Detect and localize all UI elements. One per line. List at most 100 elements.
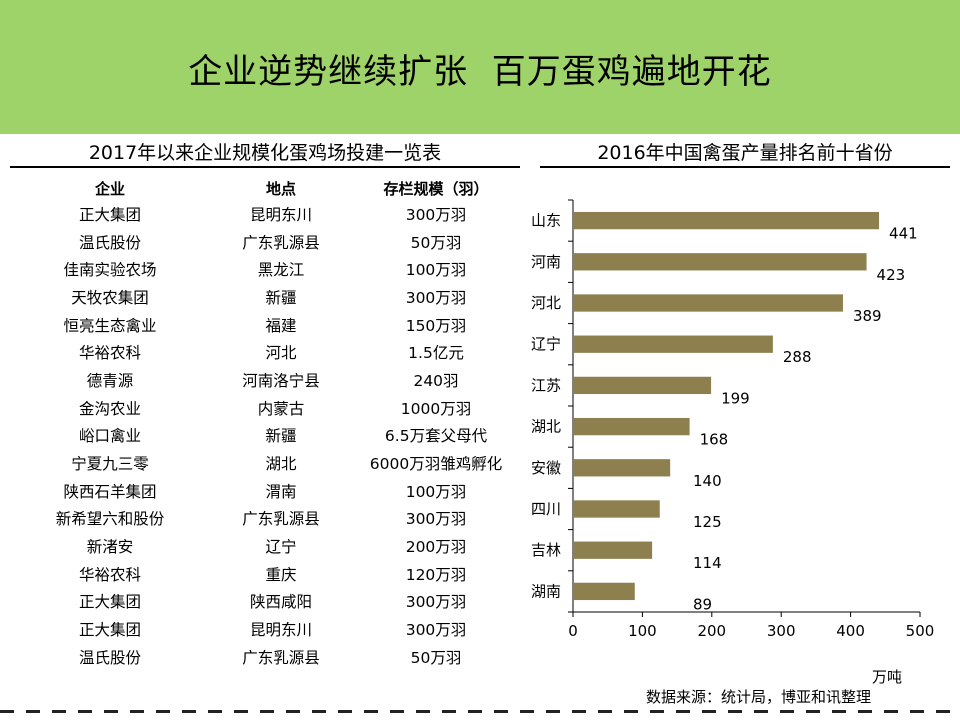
bar	[573, 459, 671, 477]
table-row: 新希望六和股份 广东乳源县 300万羽	[10, 505, 520, 533]
table-body: 正大集团 昆明东川 300万羽 温氏股份 广东乳源县 50万羽 佳南实验农场 黑龙江 100万羽…	[10, 200, 520, 671]
cell-scale: 50万羽	[410, 233, 462, 252]
bar	[573, 294, 843, 312]
value-label: 199	[721, 389, 750, 407]
x-tick-label: 300	[767, 622, 796, 640]
cell-scale: 300万羽	[405, 288, 467, 307]
bar	[573, 500, 660, 518]
cell-scale: 100万羽	[405, 261, 467, 280]
table-row: 华裕农科 重庆 120万羽	[10, 560, 520, 588]
cell-scale: 6.5万套父母代	[384, 427, 488, 446]
table-title-rule	[10, 166, 520, 168]
table-row: 金沟农业 内蒙古 1000万羽	[10, 394, 520, 422]
table-row: 正大集团 昆明东川 300万羽	[10, 200, 520, 228]
category-label: 河南	[531, 253, 561, 271]
cell-location: 广东乳源县	[242, 233, 320, 252]
footer-dashed-line	[0, 710, 960, 713]
data-source-note: 数据来源：统计局，博亚和讯整理	[646, 688, 872, 706]
category-label: 安徽	[531, 459, 561, 477]
category-label: 吉林	[531, 541, 561, 559]
category-label: 湖南	[531, 582, 561, 600]
value-label: 125	[693, 513, 722, 531]
cell-location: 新疆	[265, 427, 297, 446]
cell-enterprise: 德青源	[86, 371, 134, 390]
cell-enterprise: 正大集团	[78, 621, 141, 640]
value-label: 168	[700, 431, 729, 449]
value-label: 441	[889, 225, 918, 243]
cell-location: 福建	[265, 316, 297, 335]
cell-enterprise: 华裕农科	[78, 565, 141, 584]
cell-location: 陕西咸阳	[249, 593, 312, 612]
table-row: 德青源 河南洛宁县 240羽	[10, 366, 520, 394]
bar	[573, 211, 880, 230]
cell-location: 昆明东川	[249, 205, 312, 224]
cell-location: 湖北	[265, 455, 297, 474]
cell-scale: 6000万羽雏鸡孵化	[369, 455, 503, 474]
cell-enterprise: 温氏股份	[78, 233, 141, 252]
bar	[573, 582, 635, 601]
bar	[573, 253, 867, 271]
cell-enterprise: 恒亮生态禽业	[63, 316, 157, 335]
enterprise-table: 企业 地点 存栏规模（羽） 正大集团 昆明东川 300万羽 温氏股份 广东乳源县 50万羽…	[10, 176, 520, 671]
cell-location: 内蒙古	[257, 399, 305, 418]
table-row: 陕西石羊集团 渭南 100万羽	[10, 477, 520, 505]
table-row: 正大集团 陕西咸阳 300万羽	[10, 588, 520, 616]
category-label: 湖北	[531, 418, 561, 436]
cell-enterprise: 正大集团	[78, 205, 141, 224]
cell-scale: 150万羽	[405, 316, 467, 335]
cell-scale: 300万羽	[405, 621, 467, 640]
category-label: 江苏	[531, 376, 561, 394]
x-tick-label: 200	[697, 622, 726, 640]
bar	[573, 335, 773, 353]
cell-location: 黑龙江	[257, 261, 305, 280]
column-header-location: 地点	[265, 179, 296, 198]
cell-enterprise: 华裕农科	[78, 344, 141, 363]
value-label: 114	[693, 554, 722, 572]
cell-location: 渭南	[265, 482, 297, 501]
chart-title: 2016年中国禽蛋产量排名前十省份	[597, 142, 893, 164]
table-row: 佳南实验农场 黑龙江 100万羽	[10, 255, 520, 283]
cell-location: 广东乳源县	[242, 648, 320, 667]
page-title: 企业逆势继续扩张 百万蛋鸡遍地开花	[188, 52, 772, 92]
cell-enterprise: 新渚安	[86, 538, 134, 557]
cell-location: 辽宁	[265, 538, 297, 557]
table-title: 2017年以来企业规模化蛋鸡场投建一览表	[88, 142, 442, 164]
cell-enterprise: 宁夏九三零	[71, 455, 149, 474]
value-label: 89	[693, 595, 712, 613]
egg-production-bar-chart: 0 100 200 300 400 500 山东 441 河南 423 河北 389 辽宁 288 江苏 19…	[531, 199, 935, 640]
table-row: 华裕农科 河北 1.5亿元	[10, 338, 520, 366]
category-label: 四川	[531, 500, 561, 518]
table-row: 宁夏九三零 湖北 6000万羽雏鸡孵化	[10, 449, 520, 477]
cell-location: 新疆	[265, 288, 297, 307]
table-row: 温氏股份 广东乳源县 50万羽	[10, 643, 520, 671]
x-tick-label: 0	[568, 622, 578, 640]
cell-location: 广东乳源县	[242, 510, 320, 529]
x-axis-unit-label: 万吨	[872, 668, 903, 686]
table-row: 峪口禽业 新疆 6.5万套父母代	[10, 422, 520, 450]
cell-enterprise: 正大集团	[78, 593, 141, 612]
x-tick-label: 500	[906, 622, 935, 640]
category-label: 辽宁	[531, 335, 561, 353]
table-row: 恒亮生态禽业 福建 150万羽	[10, 311, 520, 339]
column-header-enterprise: 企业	[94, 179, 125, 198]
cell-scale: 1.5亿元	[408, 344, 464, 363]
cell-location: 河北	[265, 344, 297, 363]
category-label: 河北	[531, 294, 561, 312]
table-row: 正大集团 昆明东川 300万羽	[10, 615, 520, 643]
chart-title-rule	[540, 166, 950, 168]
cell-enterprise: 金沟农业	[78, 399, 141, 418]
table-row: 新渚安 辽宁 200万羽	[10, 532, 520, 560]
cell-scale: 200万羽	[405, 538, 467, 557]
cell-scale: 300万羽	[405, 510, 467, 529]
cell-location: 河南洛宁县	[242, 371, 320, 390]
table-row: 温氏股份 广东乳源县 50万羽	[10, 228, 520, 256]
cell-scale: 240羽	[413, 371, 459, 390]
x-tick-label: 400	[836, 622, 865, 640]
bar	[573, 541, 653, 559]
column-header-scale: 存栏规模（羽）	[383, 179, 489, 198]
cell-enterprise: 温氏股份	[78, 648, 141, 667]
cell-enterprise: 陕西石羊集团	[63, 482, 157, 501]
header-banner: 企业逆势继续扩张 百万蛋鸡遍地开花	[0, 0, 960, 134]
cell-scale: 100万羽	[405, 482, 467, 501]
cell-scale: 50万羽	[410, 648, 462, 667]
